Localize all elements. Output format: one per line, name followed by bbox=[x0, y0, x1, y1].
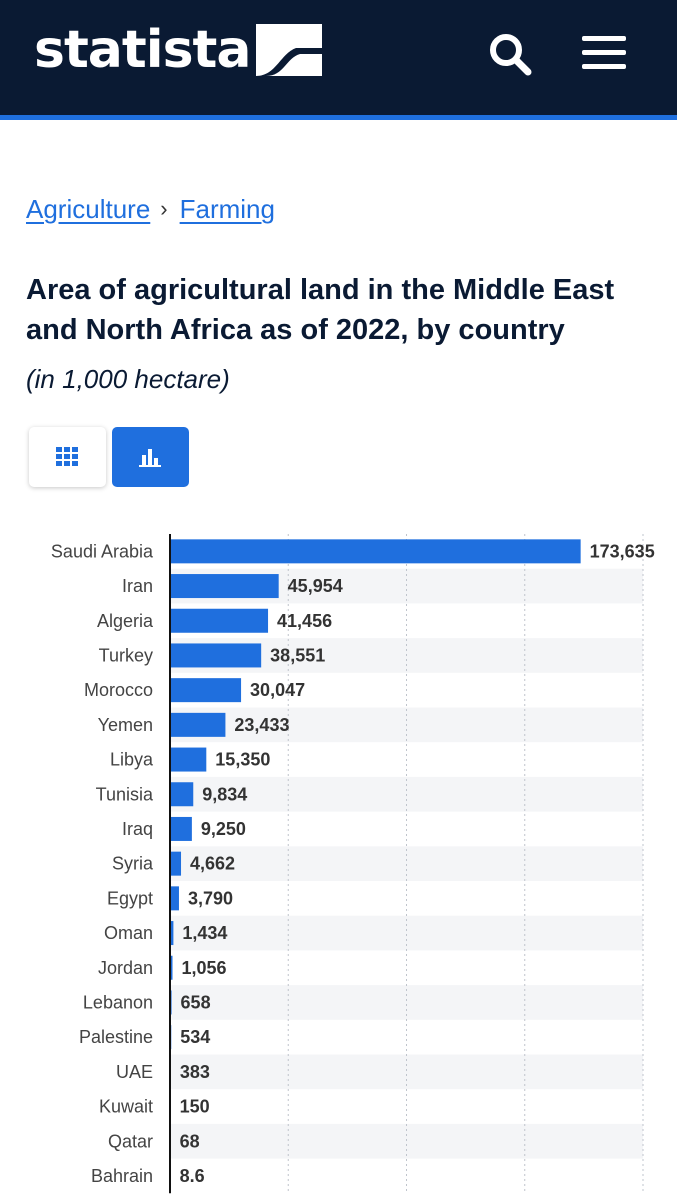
data-label: 534 bbox=[180, 1027, 210, 1047]
category-label: Turkey bbox=[99, 645, 153, 665]
category-label: Egypt bbox=[107, 888, 153, 908]
search-icon bbox=[490, 34, 532, 76]
data-label: 150 bbox=[180, 1097, 210, 1117]
category-label: Morocco bbox=[84, 680, 153, 700]
category-label: Syria bbox=[112, 854, 154, 874]
category-label: Jordan bbox=[98, 958, 153, 978]
data-label: 68 bbox=[180, 1131, 200, 1151]
data-label: 30,047 bbox=[250, 680, 305, 700]
data-label: 173,635 bbox=[590, 541, 655, 561]
category-label: Lebanon bbox=[83, 992, 153, 1012]
statista-logo[interactable]: statista bbox=[34, 20, 323, 80]
logo-wordmark: statista bbox=[34, 20, 251, 80]
bar-tunisia bbox=[170, 782, 194, 807]
bar-iran bbox=[170, 574, 279, 599]
bar-chart: Saudi Arabia 173,635 Iran 45,954 Algeria 41,4… bbox=[51, 534, 655, 1194]
breadcrumb-link-farming[interactable]: Farming bbox=[179, 194, 275, 224]
category-label: Qatar bbox=[108, 1131, 153, 1151]
bar-saudi-arabia bbox=[170, 539, 581, 564]
category-label: Iraq bbox=[122, 819, 153, 839]
data-label: 15,350 bbox=[215, 750, 270, 770]
bar-syria bbox=[170, 851, 182, 876]
data-label: 8.6 bbox=[180, 1166, 205, 1186]
top-navigation-bar: statista bbox=[0, 0, 677, 115]
logo-mark-icon bbox=[256, 24, 323, 76]
category-label: Saudi Arabia bbox=[51, 541, 154, 561]
category-label: Palestine bbox=[79, 1027, 153, 1047]
data-label: 383 bbox=[180, 1062, 210, 1082]
bar-algeria bbox=[170, 608, 269, 633]
category-label: Libya bbox=[110, 750, 154, 770]
bar-iraq bbox=[170, 816, 192, 841]
bar-turkey bbox=[170, 643, 262, 668]
data-label: 658 bbox=[181, 992, 211, 1012]
grid-icon bbox=[56, 447, 78, 466]
chart-subtitle: (in 1,000 hectare) bbox=[26, 364, 230, 394]
bar-egypt bbox=[170, 886, 179, 911]
data-label: 9,250 bbox=[201, 819, 246, 839]
category-label: UAE bbox=[116, 1062, 153, 1082]
bar-jordan bbox=[170, 955, 173, 980]
menu-button[interactable] bbox=[580, 30, 628, 78]
data-label: 45,954 bbox=[288, 576, 343, 596]
category-label: Tunisia bbox=[96, 784, 154, 804]
breadcrumb-link-agriculture[interactable]: Agriculture bbox=[26, 194, 151, 224]
breadcrumb-separator: › bbox=[160, 196, 168, 221]
table-view-button[interactable] bbox=[29, 427, 106, 487]
bar-libya bbox=[170, 747, 207, 772]
category-label: Algeria bbox=[97, 611, 154, 631]
header-accent-line bbox=[0, 115, 677, 120]
category-label: Iran bbox=[122, 576, 153, 596]
data-label: 1,056 bbox=[181, 958, 226, 978]
data-label: 1,434 bbox=[182, 923, 227, 943]
chart-title: Area of agricultural land in the Middle … bbox=[26, 274, 615, 346]
bar-morocco bbox=[170, 678, 242, 703]
hamburger-menu-icon bbox=[582, 36, 626, 69]
breadcrumb: Agriculture › Farming bbox=[26, 192, 275, 226]
bar-oman bbox=[170, 921, 174, 946]
search-button[interactable] bbox=[486, 30, 534, 78]
data-label: 9,834 bbox=[202, 784, 247, 804]
category-label: Yemen bbox=[98, 715, 153, 735]
data-label: 4,662 bbox=[190, 854, 235, 874]
chart-view-button[interactable] bbox=[112, 427, 189, 487]
data-label: 23,433 bbox=[234, 715, 289, 735]
data-label: 38,551 bbox=[270, 645, 325, 665]
data-label: 3,790 bbox=[188, 888, 233, 908]
category-label: Bahrain bbox=[91, 1166, 153, 1186]
data-label: 41,456 bbox=[277, 611, 332, 631]
bar-chart-icon bbox=[139, 449, 161, 467]
category-label: Kuwait bbox=[99, 1097, 153, 1117]
bar-yemen bbox=[170, 712, 226, 737]
category-label: Oman bbox=[104, 923, 153, 943]
